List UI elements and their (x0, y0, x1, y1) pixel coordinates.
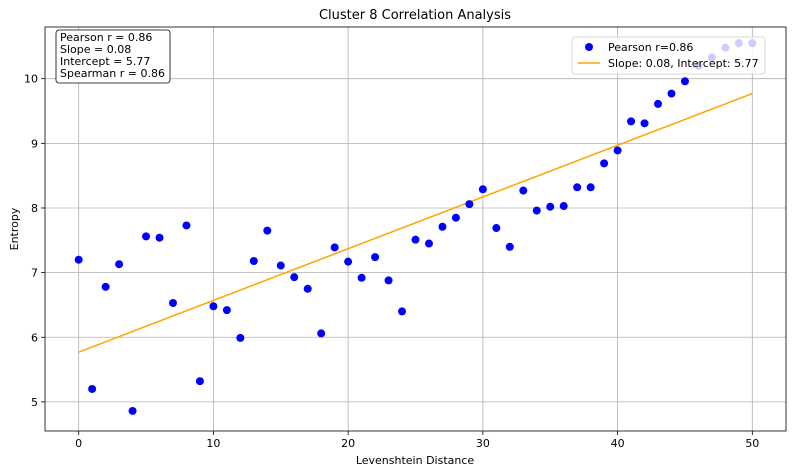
data-point (492, 224, 501, 233)
stats-slope: Slope = 0.08 (60, 43, 131, 56)
data-point (667, 89, 676, 98)
x-tick-label: 0 (75, 437, 82, 450)
data-point (573, 183, 582, 192)
data-point (303, 284, 312, 293)
data-point (627, 117, 636, 126)
legend-label-fit-line: Slope: 0.08, Intercept: 5.77 (608, 57, 759, 70)
y-tick-label: 5 (31, 396, 38, 409)
data-point (532, 206, 541, 215)
data-point (398, 307, 407, 316)
grid-lines (45, 27, 786, 431)
data-point (424, 239, 433, 248)
legend-frame (571, 36, 766, 75)
data-point (330, 243, 339, 252)
data-point (142, 232, 151, 241)
stats-box: Pearson r = 0.86 Slope = 0.08 Intercept … (55, 29, 171, 84)
chart-title: Cluster 8 Correlation Analysis (319, 8, 511, 23)
data-point (88, 384, 97, 393)
data-point (411, 235, 420, 244)
data-point (640, 119, 649, 128)
data-point (559, 202, 568, 211)
legend: Pearson r=0.86 Slope: 0.08, Intercept: 5… (571, 36, 766, 75)
plot-area-frame (44, 26, 787, 432)
data-point (586, 183, 595, 192)
data-point (478, 185, 487, 194)
data-point (249, 256, 258, 265)
data-point (505, 242, 514, 251)
y-tick-label: 8 (31, 202, 38, 215)
data-point (195, 377, 204, 386)
fit-line-layer (78, 92, 753, 353)
data-point (451, 213, 460, 222)
scatter-points (74, 39, 757, 415)
x-tick-label: 40 (611, 437, 625, 450)
data-point (290, 273, 299, 282)
data-point (680, 77, 689, 86)
data-point (182, 221, 191, 230)
x-axis-label: Levenshtein Distance (356, 454, 475, 467)
data-point (438, 222, 447, 231)
data-point (317, 329, 326, 338)
data-point (168, 299, 177, 308)
x-tick-label: 50 (745, 437, 759, 450)
data-point (371, 253, 380, 262)
data-point (613, 146, 622, 155)
data-point (654, 99, 663, 108)
x-tick-label: 10 (206, 437, 220, 450)
y-tick-label: 9 (31, 137, 38, 150)
legend-marker-points (585, 43, 593, 51)
data-point (344, 257, 353, 266)
data-point (155, 233, 164, 242)
data-point (115, 260, 124, 269)
data-point (209, 302, 218, 311)
data-point (546, 202, 555, 211)
data-point (222, 306, 231, 315)
x-tick-label: 20 (341, 437, 355, 450)
stats-box-frame (55, 29, 171, 84)
x-tick-label: 30 (476, 437, 490, 450)
data-point (384, 276, 393, 285)
data-point (519, 186, 528, 195)
data-point (465, 200, 474, 209)
y-tick-label: 10 (24, 73, 38, 86)
fit-line (78, 92, 753, 353)
y-axis-ticks: 5 6 7 8 9 10 (24, 73, 45, 409)
data-point (276, 261, 285, 270)
data-point (128, 406, 137, 415)
stats-pearson: Pearson r = 0.86 (60, 31, 152, 44)
data-point (236, 333, 245, 342)
legend-label-points: Pearson r=0.86 (608, 41, 693, 54)
stats-spearman: Spearman r = 0.86 (60, 67, 165, 80)
data-point (101, 282, 110, 291)
stats-intercept: Intercept = 5.77 (60, 55, 150, 68)
y-tick-label: 6 (31, 331, 38, 344)
y-axis-label: Entropy (8, 207, 21, 250)
y-tick-label: 7 (31, 267, 38, 280)
x-axis-ticks: 0 10 20 30 40 50 (75, 431, 759, 450)
data-point (600, 159, 609, 168)
data-point (263, 226, 272, 235)
data-point (74, 255, 83, 264)
data-point (357, 273, 366, 282)
